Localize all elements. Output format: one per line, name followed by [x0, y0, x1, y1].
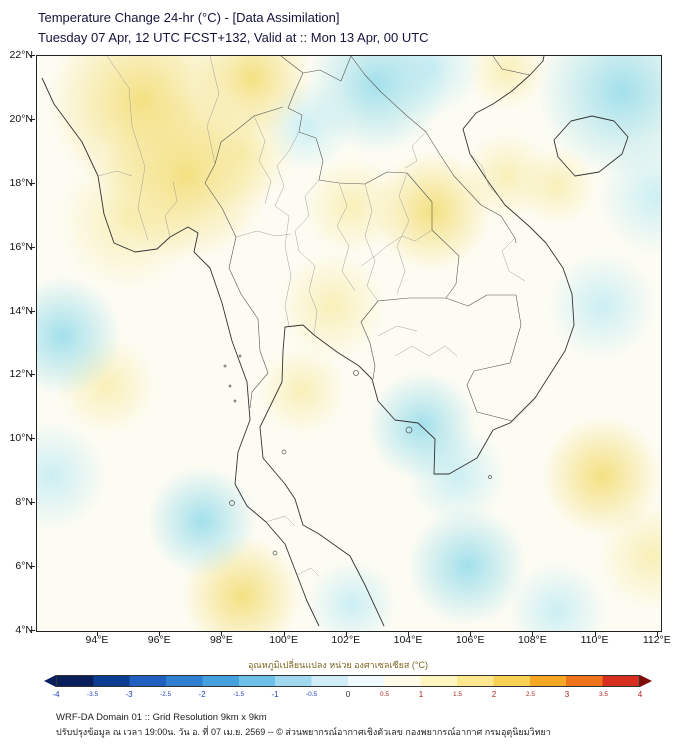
- lat-tick-label: 14°N: [9, 304, 33, 317]
- lon-tick-label: 96°E: [147, 634, 171, 646]
- colorbar-tick-label: -2.5: [159, 691, 172, 698]
- lat-tick-label: 4°N: [15, 624, 33, 636]
- coastline-west-path: [41, 77, 320, 627]
- colorbar-tick-label: -0.5: [305, 691, 318, 698]
- provincial-lines-thailand: [235, 115, 320, 577]
- lat-tick-label: 8°N: [15, 496, 33, 509]
- lat-tick-label: 12°N: [9, 368, 33, 381]
- lat-tick-label: 22°N: [9, 49, 33, 61]
- border-china-north: [280, 56, 352, 82]
- boundaries-svg: [41, 56, 629, 627]
- lon-tick-label: 94°E: [85, 634, 109, 646]
- footer-domain-info: WRF-DA Domain 01 :: Grid Resolution 9km …: [56, 712, 267, 723]
- footer-update-info: ปรับปรุงข้อมูล ณ เวลา 19:00น. วัน อ. ที่…: [56, 727, 551, 738]
- colorbar-tick-label: -1: [271, 690, 279, 699]
- colorbar-tick-label: 0.5: [379, 691, 390, 698]
- border-laos-cambodia: [445, 294, 516, 307]
- lat-tick-mark: [30, 630, 35, 631]
- provincial-lines-myanmar: [97, 56, 220, 241]
- lon-tick-label: 100°E: [269, 634, 298, 646]
- lon-tick-label: 106°E: [455, 634, 485, 646]
- border-thailand-laos-cambodia: [287, 107, 460, 380]
- footer: WRF-DA Domain 01 :: Grid Resolution 9km …: [56, 710, 551, 740]
- provincial-lines-indochina: [377, 131, 526, 357]
- lat-tick-label: 18°N: [9, 176, 33, 189]
- lon-tick-label: 98°E: [209, 634, 233, 646]
- border-thailand-myanmar: [204, 106, 284, 409]
- lon-tick-label: 110°E: [580, 634, 609, 646]
- colorbar-left-arrow-icon: [44, 675, 56, 687]
- colorbar-right-arrow-icon: [640, 675, 652, 687]
- colorbar-tick-label: -3: [125, 690, 133, 699]
- lat-tick-label: 10°N: [9, 432, 33, 445]
- lon-tick-label: 112°E: [642, 634, 671, 646]
- colorbar-tick-label: 2.5: [525, 691, 536, 698]
- colorbar-tick-label: 1.5: [452, 691, 463, 698]
- lon-tick-label: 102°E: [331, 634, 361, 646]
- page-title: Temperature Change 24-hr (°C) - [Data As…: [38, 10, 340, 25]
- colorbar-label: อุณหภูมิเปลี่ยนแปลง หน่วย องศาเซลเซียส (…: [248, 660, 428, 670]
- border-myanmar-laos: [287, 72, 304, 109]
- lat-tick-label: 6°N: [15, 560, 33, 573]
- colorbar-tick-label: -4: [52, 690, 60, 699]
- colorbar: [44, 675, 652, 689]
- colorbar-bar: [56, 675, 640, 687]
- lat-tick-label: 20°N: [9, 112, 33, 125]
- header: Temperature Change 24-hr (°C) - [Data As…: [38, 8, 429, 48]
- border-vietnam-china: [492, 56, 531, 76]
- colorbar-tick-label: 0: [345, 690, 351, 699]
- colorbar-tick-label: 2: [491, 690, 497, 699]
- hainan-island-path: [553, 115, 629, 177]
- islands-group: [223, 354, 492, 556]
- lat-tick-mark: [30, 374, 35, 376]
- lat-tick-mark: [30, 55, 35, 56]
- lon-tick-label: 104°E: [393, 634, 423, 646]
- colorbar-tick-label: 1: [418, 690, 424, 699]
- colorbar-tick-label: -1.5: [232, 691, 245, 698]
- colorbar-tick-label: -2: [198, 690, 206, 699]
- lat-tick-mark: [30, 438, 35, 440]
- border-laos-vietnam: [350, 56, 517, 244]
- lat-tick-mark: [30, 246, 35, 248]
- provincial-lines-isan: [336, 172, 433, 302]
- colorbar-tick-label: 3: [564, 690, 570, 699]
- lat-tick-mark: [30, 182, 35, 184]
- lat-tick-mark: [30, 566, 35, 568]
- lat-tick-mark: [30, 118, 35, 120]
- lat-tick-label: 16°N: [9, 240, 33, 253]
- border-cambodia-vietnam: [466, 294, 522, 422]
- colorbar-tick-label: -3.5: [86, 691, 99, 698]
- colorbar-tick-label: 3.5: [598, 691, 609, 698]
- map-plot: [36, 55, 662, 632]
- page-subtitle: Tuesday 07 Apr, 12 UTC FCST+132, Valid a…: [38, 30, 429, 46]
- coastline-east-path: [259, 56, 575, 627]
- lat-tick-mark: [30, 310, 35, 312]
- lat-tick-mark: [30, 502, 35, 504]
- lon-tick-label: 108°E: [518, 634, 547, 646]
- colorbar-tick-label: 4: [637, 690, 643, 699]
